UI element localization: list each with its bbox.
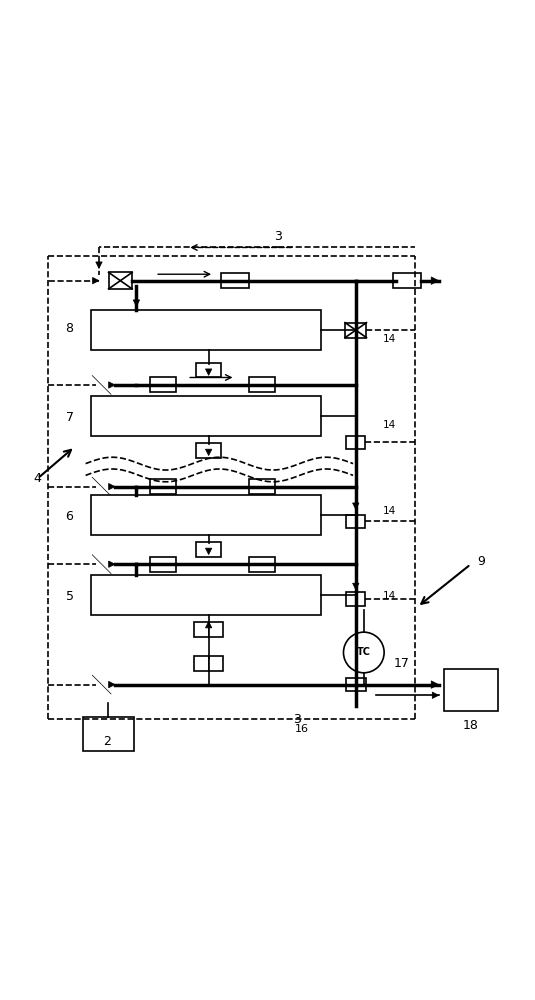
Bar (91, 575, 321, 615)
Text: 9: 9 (478, 555, 485, 568)
Text: 5: 5 (66, 590, 73, 603)
Polygon shape (102, 487, 111, 496)
Text: 14: 14 (383, 420, 396, 430)
Polygon shape (431, 681, 439, 688)
Polygon shape (102, 685, 111, 694)
Bar (347, 592, 365, 606)
Bar (196, 443, 221, 458)
Polygon shape (205, 369, 212, 375)
Polygon shape (92, 675, 102, 685)
Polygon shape (109, 561, 115, 567)
Bar (393, 273, 421, 288)
Bar (196, 542, 221, 557)
Text: 14: 14 (383, 506, 396, 516)
Polygon shape (109, 483, 115, 490)
Bar (347, 436, 365, 449)
Bar (91, 310, 321, 350)
Bar (209, 656, 224, 671)
Bar (249, 557, 275, 572)
Text: 6: 6 (66, 510, 73, 523)
Text: TC: TC (357, 647, 371, 657)
Polygon shape (353, 583, 359, 590)
Polygon shape (109, 681, 115, 688)
Bar (196, 363, 221, 377)
Polygon shape (102, 564, 111, 574)
Text: 2: 2 (103, 735, 111, 748)
Bar (150, 377, 176, 392)
Text: 18: 18 (463, 719, 479, 732)
Polygon shape (205, 621, 212, 628)
Polygon shape (102, 385, 111, 395)
Text: 14: 14 (383, 591, 396, 601)
Text: 7: 7 (66, 411, 73, 424)
Bar (109, 272, 132, 289)
Polygon shape (109, 382, 115, 388)
Text: 3: 3 (293, 713, 301, 726)
Polygon shape (93, 277, 99, 284)
Polygon shape (205, 449, 212, 456)
Polygon shape (432, 692, 439, 698)
Polygon shape (431, 277, 439, 284)
Bar (346, 678, 366, 691)
Polygon shape (92, 375, 102, 385)
Bar (221, 273, 249, 288)
Polygon shape (353, 503, 359, 509)
Text: 14: 14 (383, 334, 396, 344)
Bar (444, 669, 498, 711)
Bar (91, 396, 321, 436)
Bar (209, 622, 224, 637)
Bar (249, 479, 275, 494)
Text: 3: 3 (274, 230, 282, 243)
Bar (249, 377, 275, 392)
Polygon shape (205, 548, 212, 555)
Text: 16: 16 (295, 724, 309, 734)
Bar (194, 622, 209, 637)
Polygon shape (133, 300, 140, 306)
Polygon shape (92, 555, 102, 564)
Bar (83, 717, 134, 751)
Bar (150, 557, 176, 572)
Text: 4: 4 (34, 472, 41, 485)
Bar (347, 515, 365, 528)
Polygon shape (96, 262, 102, 268)
Polygon shape (92, 477, 102, 487)
Bar (150, 479, 176, 494)
Bar (91, 495, 321, 535)
Bar (345, 323, 366, 338)
Bar (194, 656, 209, 671)
Text: 17: 17 (393, 657, 409, 670)
Text: 8: 8 (66, 322, 73, 335)
